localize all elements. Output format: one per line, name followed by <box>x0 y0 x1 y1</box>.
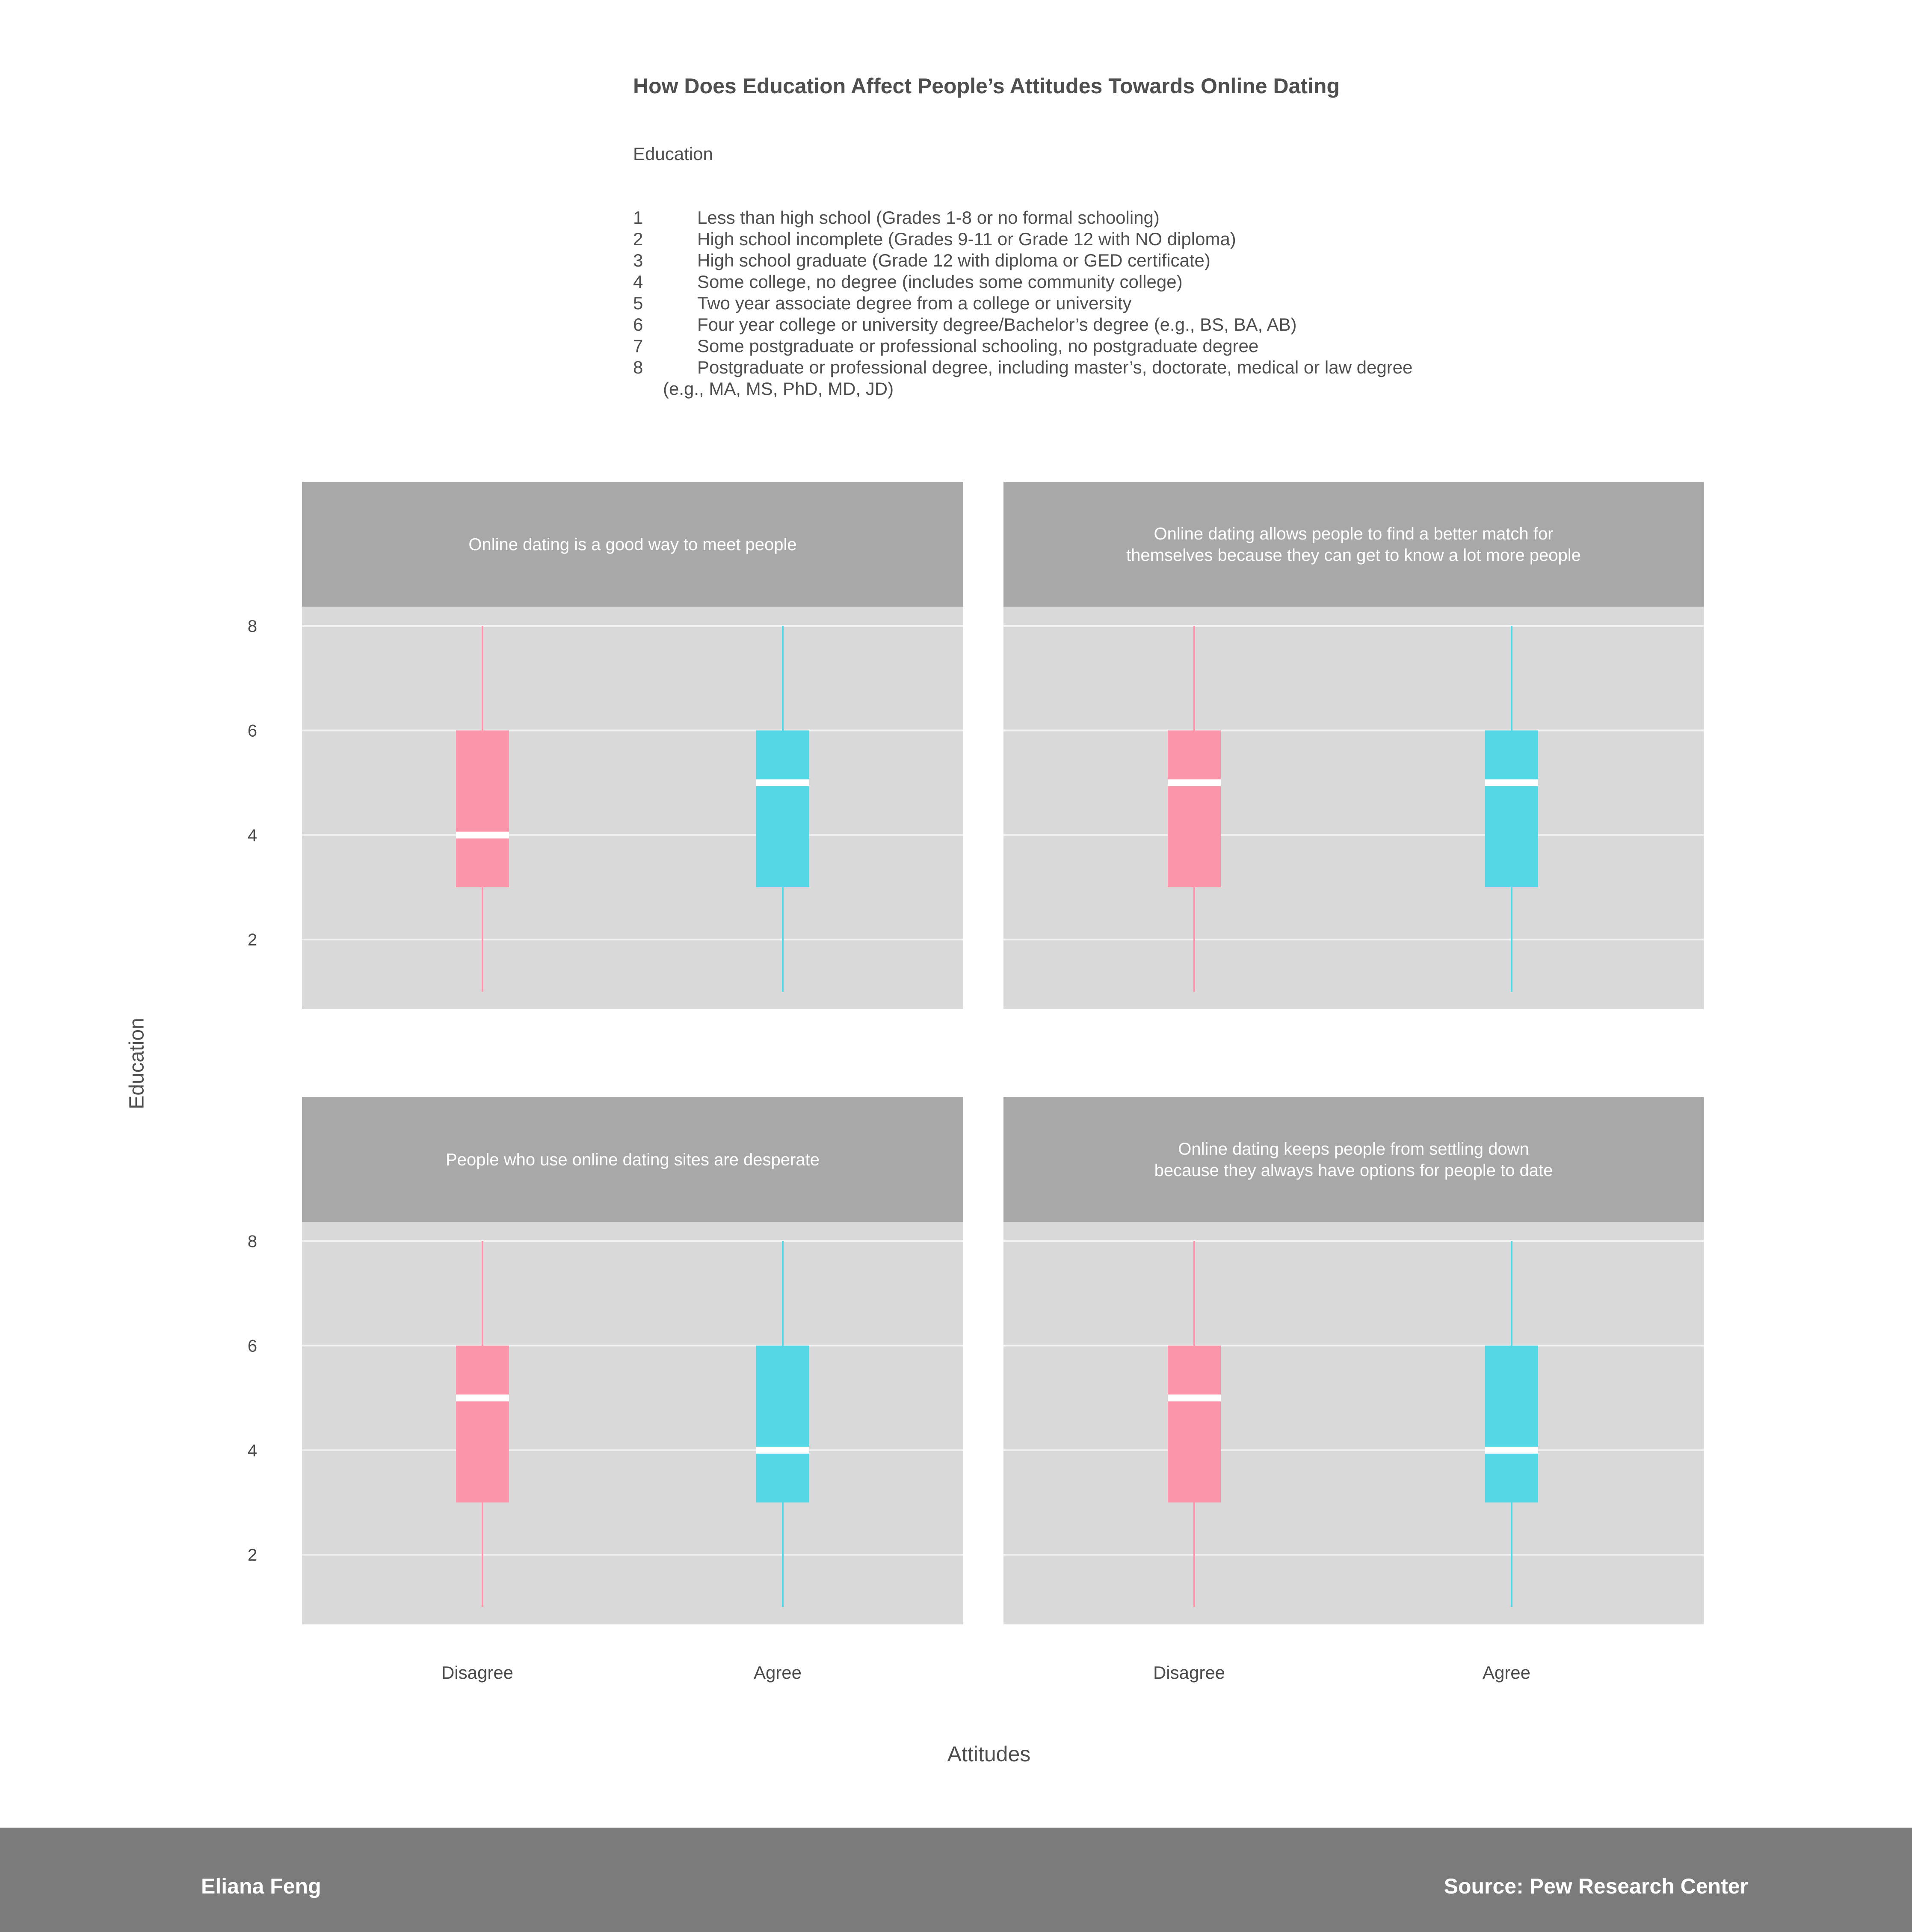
chart-title: How Does Education Affect People’s Attit… <box>633 74 1340 98</box>
panel-background <box>302 1222 963 1624</box>
y-tick-label: 4 <box>248 826 257 845</box>
median-line <box>1168 779 1221 786</box>
legend-item: 4 Some college, no degree (includes some… <box>633 271 1183 293</box>
panel-title: themselves because they can get to know … <box>1126 546 1581 565</box>
legend-code: 5 <box>633 293 643 313</box>
footer-bar: Eliana Feng Source: Pew Research Center <box>0 1828 1912 1932</box>
boxplot-charts: Online dating is a good way to meet peop… <box>248 482 1704 1683</box>
box-disagree <box>1168 730 1221 887</box>
median-line <box>1485 779 1538 786</box>
panel-title: Online dating is a good way to meet peop… <box>468 535 796 554</box>
box-agree <box>1485 1345 1538 1502</box>
legend-label: Four year college or university degree/B… <box>697 314 1297 335</box>
x-tick-label: Disagree <box>1153 1662 1225 1683</box>
legend-continuation: (e.g., MA, MS, PhD, MD, JD) <box>663 379 894 399</box>
legend-label: Postgraduate or professional degree, inc… <box>697 357 1413 377</box>
x-tick-label: Disagree <box>441 1662 513 1683</box>
median-line <box>456 831 509 839</box>
panel-strip <box>302 482 963 607</box>
panel-background <box>302 607 963 1009</box>
legend-label: Less than high school (Grades 1-8 or no … <box>697 207 1160 228</box>
panel-title: People who use online dating sites are d… <box>446 1150 820 1169</box>
y-tick-label: 6 <box>248 721 257 740</box>
x-tick-label: Agree <box>1483 1662 1530 1683</box>
legend-item: 7 Some postgraduate or professional scho… <box>633 335 1258 357</box>
legend-code: 2 <box>633 229 643 249</box>
legend-label: High school graduate (Grade 12 with dipl… <box>697 250 1211 270</box>
panel-title: Online dating keeps people from settling… <box>1178 1140 1529 1159</box>
source-credit: Source: Pew Research Center <box>1444 1874 1748 1898</box>
y-tick-label: 8 <box>248 1232 257 1251</box>
median-line <box>1168 1394 1221 1402</box>
box-disagree <box>456 730 509 887</box>
legend-label: High school incomplete (Grades 9-11 or G… <box>697 229 1236 249</box>
y-tick-label: 4 <box>248 1441 257 1460</box>
education-legend: 1 Less than high school (Grades 1-8 or n… <box>633 207 1412 400</box>
median-line <box>756 779 809 786</box>
y-tick-label: 8 <box>248 617 257 636</box>
box-disagree <box>1168 1345 1221 1502</box>
legend-label: Two year associate degree from a college… <box>697 293 1132 313</box>
box-agree <box>756 730 809 887</box>
legend-code: 3 <box>633 250 643 270</box>
legend-item: 3 High school graduate (Grade 12 with di… <box>633 250 1211 271</box>
panel-strip <box>302 1097 963 1222</box>
legend-code: 6 <box>633 314 643 335</box>
y-tick-label: 2 <box>248 930 257 949</box>
panel-title: Online dating allows people to find a be… <box>1154 524 1554 543</box>
box-agree <box>756 1345 809 1502</box>
x-tick-label: Agree <box>754 1662 802 1683</box>
panel-background <box>1003 1222 1704 1624</box>
panel-strip <box>1003 1097 1704 1222</box>
panel-title: because they always have options for peo… <box>1154 1161 1553 1180</box>
median-line <box>756 1446 809 1454</box>
box-disagree <box>456 1345 509 1502</box>
median-line <box>456 1394 509 1402</box>
legend-item: 6 Four year college or university degree… <box>633 314 1297 335</box>
legend-label: Some college, no degree (includes some c… <box>697 272 1183 292</box>
legend-code: 1 <box>633 207 643 228</box>
legend-heading: Education <box>633 144 713 164</box>
x-axis-title: Attitudes <box>947 1742 1031 1766</box>
legend-code: 8 <box>633 357 643 377</box>
legend-code: 4 <box>633 272 643 292</box>
legend-label: Some postgraduate or professional school… <box>697 336 1259 356</box>
legend-item: 2 High school incomplete (Grades 9-11 or… <box>633 228 1236 250</box>
legend-code: 7 <box>633 336 643 356</box>
median-line <box>1485 1446 1538 1454</box>
y-tick-label: 2 <box>248 1546 257 1565</box>
legend-item: 8 Postgraduate or professional degree, i… <box>633 357 1412 378</box>
panel-strip <box>1003 482 1704 607</box>
box-agree <box>1485 730 1538 887</box>
author-credit: Eliana Feng <box>201 1874 321 1898</box>
legend-item: 1 Less than high school (Grades 1-8 or n… <box>633 207 1160 228</box>
legend-item: 5 Two year associate degree from a colle… <box>633 293 1132 314</box>
y-tick-label: 6 <box>248 1336 257 1355</box>
panel-background <box>1003 607 1704 1009</box>
